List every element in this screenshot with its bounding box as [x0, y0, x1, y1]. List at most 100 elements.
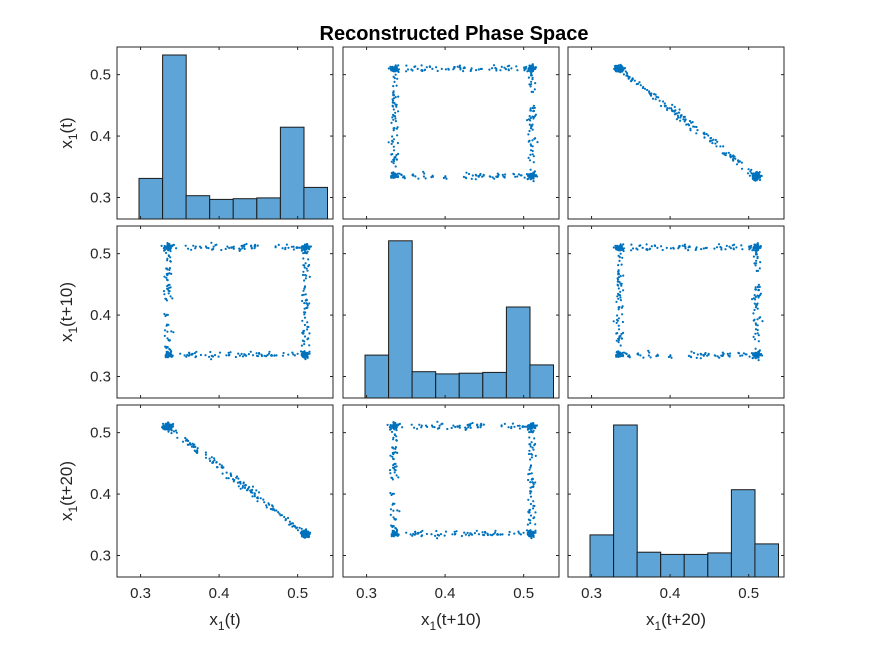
scatter-point	[292, 353, 295, 356]
scatter-point	[170, 432, 173, 435]
scatter-point	[416, 67, 419, 70]
scatter-point	[753, 175, 756, 178]
scatter-point	[529, 445, 532, 448]
scatter-point	[305, 252, 308, 255]
scatter-point	[392, 452, 395, 455]
panel-1-2	[567, 225, 785, 399]
scatter-point	[528, 159, 532, 162]
scatter-point	[664, 105, 667, 108]
scatter-point	[304, 277, 307, 280]
scatter-point	[440, 423, 443, 426]
scatter-point	[166, 247, 169, 250]
scatter-point	[392, 436, 395, 439]
scatter-point	[194, 355, 198, 358]
scatter-point	[444, 68, 447, 71]
scatter-point	[389, 508, 393, 511]
scatter-point	[722, 352, 725, 355]
scatter-point	[397, 95, 400, 98]
scatter-point	[616, 280, 619, 283]
scatter-point	[528, 449, 531, 452]
histogram-bar	[458, 372, 484, 399]
scatter-point	[296, 352, 299, 355]
scatter-point	[460, 534, 463, 538]
scatter-point	[275, 354, 278, 357]
scatter-point	[425, 532, 428, 536]
scatter-point	[168, 267, 171, 270]
scatter-point	[169, 260, 172, 263]
scatter-point	[631, 247, 635, 250]
scatter-point	[689, 355, 692, 358]
scatter-point	[620, 337, 623, 340]
scatter-point	[260, 354, 263, 358]
scatter-point	[613, 67, 616, 70]
scatter-point	[495, 69, 498, 72]
scatter-point	[302, 354, 306, 357]
scatter-point	[730, 155, 733, 158]
scatter-point	[528, 533, 532, 537]
scatter-point	[301, 351, 304, 354]
scatter-point	[529, 514, 533, 517]
scatter-point	[654, 98, 657, 101]
scatter-point	[303, 316, 307, 319]
scatter-point	[392, 457, 395, 460]
scatter-point	[210, 456, 213, 459]
scatter-point	[755, 262, 758, 265]
scatter-point	[699, 352, 702, 355]
scatter-point	[250, 247, 253, 250]
scatter-point	[619, 296, 622, 299]
scatter-point	[530, 144, 533, 147]
scatter-point	[471, 174, 474, 177]
scatter-point	[683, 245, 686, 248]
scatter-point	[617, 308, 620, 311]
scatter-point	[392, 426, 395, 429]
scatter-point	[273, 354, 276, 357]
scatter-point	[392, 464, 395, 467]
scatter-point	[403, 175, 406, 178]
scatter-point	[617, 324, 620, 327]
scatter-point	[754, 347, 757, 350]
scatter-point	[300, 249, 303, 252]
scatter-point	[281, 354, 285, 357]
scatter-point	[167, 323, 170, 326]
scatter-point	[619, 354, 622, 358]
scatter-point	[731, 244, 734, 247]
scatter-point	[732, 158, 735, 161]
scatter-point	[467, 534, 471, 537]
scatter-point	[528, 115, 531, 118]
scatter-point	[480, 67, 483, 70]
scatter-point	[183, 354, 186, 357]
panel-frame	[342, 404, 560, 578]
histogram-bar	[138, 177, 164, 220]
x-axis-label: x1(t+20)	[646, 610, 706, 633]
scatter-point	[619, 282, 622, 285]
x-tick-label: 0.4	[435, 585, 456, 602]
scatter-point	[284, 519, 287, 522]
scatter-point	[394, 155, 397, 158]
scatter-point	[176, 436, 179, 439]
histogram-bar	[636, 551, 662, 578]
scatter-point	[490, 67, 494, 70]
scatter-point	[690, 350, 693, 353]
scatter-point	[516, 175, 519, 178]
scatter-point	[241, 486, 244, 489]
scatter-point	[306, 355, 309, 358]
scatter-point	[516, 69, 519, 72]
scatter-point	[397, 476, 400, 479]
scatter-point	[166, 288, 169, 291]
scatter-point	[434, 534, 437, 538]
scatter-point	[428, 65, 431, 68]
scatter-point	[161, 422, 165, 425]
scatter-point	[615, 354, 618, 357]
scatter-point	[756, 328, 759, 332]
scatter-point	[205, 246, 208, 249]
scatter-point	[529, 522, 532, 525]
x-tick-label: 0.5	[287, 585, 308, 602]
scatter-point	[255, 352, 258, 355]
scatter-point	[307, 325, 310, 329]
scatter-point	[208, 355, 211, 358]
x-axis-label: x1(t+10)	[421, 610, 481, 633]
scatter-point	[756, 172, 759, 175]
scatter-point	[757, 296, 760, 299]
scatter-point	[212, 245, 215, 248]
scatter-point	[245, 354, 248, 357]
